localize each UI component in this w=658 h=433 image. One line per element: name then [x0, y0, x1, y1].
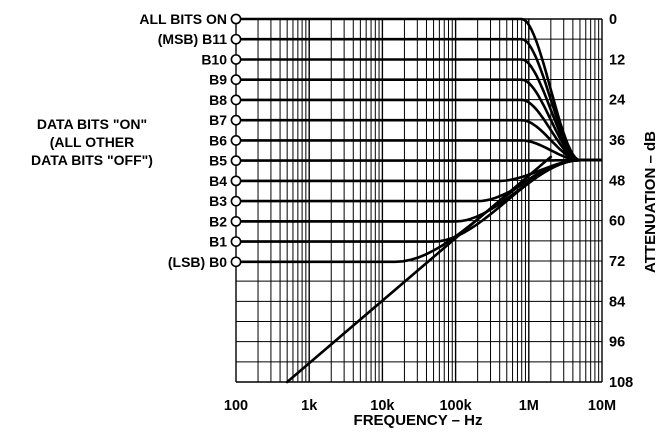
series-label: B3 — [209, 193, 227, 209]
x-tick-label: 100k — [439, 398, 472, 414]
series-line — [236, 98, 602, 162]
series-label: B2 — [209, 213, 227, 229]
x-tick-label: 1M — [519, 398, 539, 414]
side-label-line-2: (ALL OTHER — [50, 134, 135, 150]
y-tick-label: 0 — [609, 12, 617, 28]
series-connector-circle — [230, 74, 242, 86]
series-label: B5 — [209, 153, 227, 169]
series-line — [236, 139, 602, 162]
series-label: (LSB) B0 — [168, 254, 227, 270]
series-label: B10 — [201, 51, 227, 67]
x-tick-label: 10k — [370, 398, 395, 414]
y-axis-title: ATTENUATION – dB — [642, 131, 658, 273]
series-connector-circle — [230, 215, 242, 227]
y-tick-label: 24 — [609, 93, 625, 109]
series-label: B6 — [209, 132, 227, 148]
series-label: B1 — [209, 234, 227, 250]
y-tick-label: 96 — [609, 335, 625, 351]
x-tick-label: 10M — [588, 398, 616, 414]
series-connector-circle — [230, 155, 242, 167]
x-axis-title: FREQUENCY – Hz — [354, 412, 483, 429]
curves — [230, 13, 602, 384]
series-connector-circle — [230, 114, 242, 126]
series-connector-circle — [230, 54, 242, 65]
series-label: ALL BITS ON — [139, 11, 227, 27]
series-label: (MSB) B11 — [158, 31, 227, 47]
series-connector-circle — [230, 195, 242, 207]
x-tick-label: 100 — [224, 398, 248, 414]
series-label: B8 — [209, 92, 227, 108]
y-tick-label: 108 — [609, 375, 633, 391]
y-tick-label: 84 — [609, 294, 625, 310]
labels: 100 1k 10k 100k 1M 10M 0 12 24 36 48 60 72 84 96 108 ALL… — [139, 11, 633, 414]
series-connector-circle — [230, 94, 242, 106]
y-tick-label: 60 — [609, 214, 625, 230]
series-connector-circle — [230, 175, 242, 187]
series-label: B4 — [209, 173, 227, 189]
series-connector-circle — [230, 256, 242, 268]
series-connector-circle — [230, 236, 242, 248]
y-tick-label: 12 — [609, 52, 625, 68]
series-connector-circle — [230, 13, 242, 25]
series-connector-circle — [230, 135, 242, 146]
series-label: B9 — [209, 72, 227, 88]
series-connector-circle — [230, 33, 242, 45]
series-label: B7 — [209, 112, 227, 128]
side-label-line-3: DATA BITS "OFF") — [31, 152, 153, 168]
y-tick-label: 72 — [609, 254, 625, 270]
side-label-line-1: DATA BITS "ON" — [37, 116, 147, 132]
series-line — [236, 158, 602, 264]
x-tick-label: 1k — [301, 398, 318, 414]
y-tick-label: 36 — [609, 133, 625, 149]
y-tick-label: 48 — [609, 173, 625, 189]
